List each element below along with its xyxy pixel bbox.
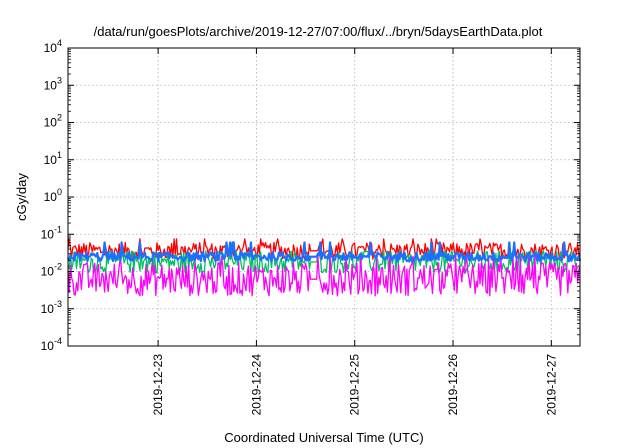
- y-tick-label: 101: [44, 150, 62, 167]
- x-tick-label: 2019-12-26: [446, 354, 460, 416]
- y-tick-label: 104: [44, 38, 62, 55]
- x-axis-title: Coordinated Universal Time (UTC): [224, 430, 423, 445]
- grid-lines: [68, 47, 580, 347]
- y-ticks: 104 103 102 101 100 10-1 10-2 10-3 10-4: [41, 38, 580, 353]
- y-axis-title: cGy/day: [14, 173, 29, 221]
- x-tick-label: 2019-12-27: [544, 354, 558, 416]
- x-tick-label: 2019-12-25: [348, 354, 362, 416]
- y-tick-label: 10-4: [41, 336, 62, 353]
- y-tick-label: 100: [44, 187, 62, 204]
- y-tick-label: 102: [44, 113, 62, 130]
- series-line: [67, 256, 581, 297]
- y-tick-label: 10-2: [41, 262, 62, 279]
- x-tick-label: 2019-12-24: [249, 354, 263, 416]
- y-tick-label: 10-3: [41, 299, 62, 316]
- x-ticks: 2019-12-23 2019-12-24 2019-12-25 2019-12-26…: [151, 48, 558, 415]
- y-tick-label: 103: [44, 75, 62, 92]
- chart-title: /data/run/goesPlots/archive/2019-12-27/0…: [94, 24, 543, 39]
- data-series: [67, 238, 582, 297]
- series-line: [67, 241, 582, 263]
- x-tick-label: 2019-12-23: [151, 354, 165, 416]
- y-tick-label: 10-1: [41, 224, 62, 241]
